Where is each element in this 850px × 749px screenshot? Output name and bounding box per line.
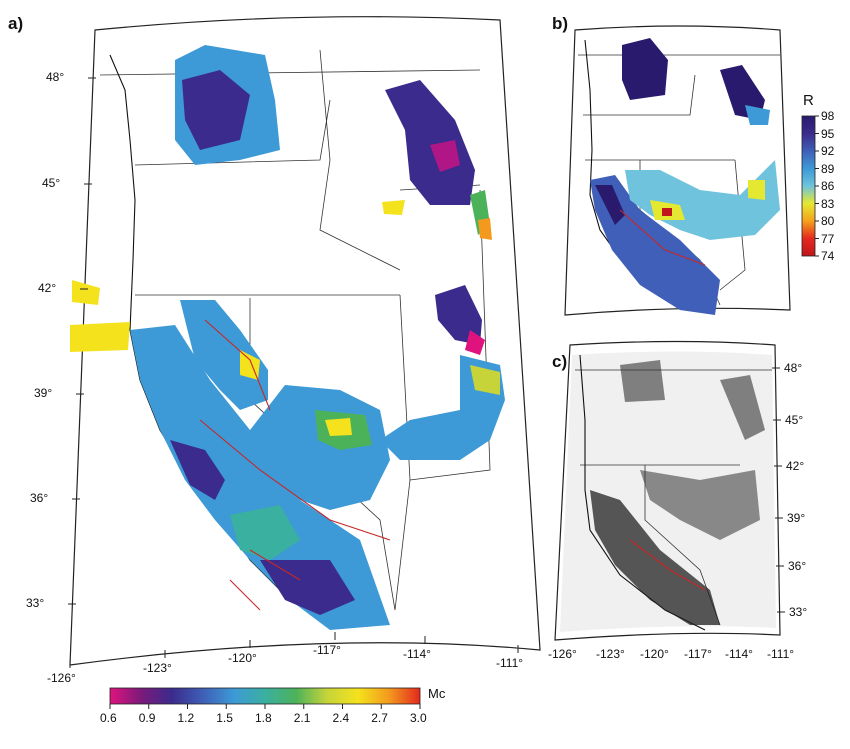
panel-c-label: c) xyxy=(552,352,568,371)
map-c-lon-117: -117° xyxy=(684,647,712,661)
mc-colorbar-ticks xyxy=(109,704,421,709)
map-a-lat-42: 42° xyxy=(38,281,57,295)
map-c-coastline xyxy=(579,354,706,631)
b-region-wa xyxy=(622,38,668,100)
mc-tick-label: 1.5 xyxy=(216,711,233,725)
r-tick-label: 98 xyxy=(821,109,835,123)
r-colorbar xyxy=(801,115,816,257)
map-a-lat-45: 45° xyxy=(42,176,61,190)
r-tick-label: 74 xyxy=(821,249,835,263)
map-a-lat-33: 33° xyxy=(26,596,45,610)
map-c-lat-39: 39° xyxy=(787,511,806,525)
map-a xyxy=(68,16,541,668)
mc-tick-label: 1.8 xyxy=(255,711,272,725)
region-montana-magenta xyxy=(430,140,460,172)
mc-tick-label: 2.4 xyxy=(332,711,350,725)
b-region-mt-blue xyxy=(745,105,770,125)
panel-a-label: a) xyxy=(8,14,24,33)
r-tick-label: 86 xyxy=(821,179,835,193)
r-tick-label: 89 xyxy=(821,161,835,176)
c-seismicity-nv xyxy=(640,470,760,540)
map-a-lat-39: 39° xyxy=(34,386,53,400)
region-socal-purple xyxy=(260,560,355,615)
r-colorbar-title: R xyxy=(803,92,814,109)
map-c-lat-48: 48° xyxy=(784,361,803,375)
region-nevada-west xyxy=(180,300,268,410)
san-andreas-fault xyxy=(199,419,391,541)
c-seismicity-wa xyxy=(620,360,665,402)
map-a-lon-117: -117° xyxy=(313,643,341,657)
map-a-lat-48: 48° xyxy=(46,70,65,84)
map-c-lat-42: 42° xyxy=(786,459,805,473)
map-a-border-idaho xyxy=(319,49,401,271)
map-c-lat-33: 33° xyxy=(789,605,808,619)
mc-colorbar-bar xyxy=(109,687,421,705)
map-c-lat-36: 36° xyxy=(788,559,807,573)
region-california xyxy=(130,325,390,630)
mc-tick-label: 1.2 xyxy=(177,711,195,725)
mc-tick-label: 0.6 xyxy=(100,711,117,725)
mc-colorbar xyxy=(109,687,421,709)
mc-colorbar-title: Mc xyxy=(428,686,446,701)
map-c-lon-114: -114° xyxy=(725,647,753,661)
region-mt-orange xyxy=(478,218,492,240)
map-c-lat-45: 45° xyxy=(785,413,804,427)
mc-tick-label: 2.7 xyxy=(371,711,388,725)
map-a-lon-123: -123° xyxy=(143,661,172,675)
b-san-andreas-fault xyxy=(619,209,706,266)
region-idaho-yellow xyxy=(382,200,405,215)
c-san-andreas-fault xyxy=(629,539,706,591)
region-montana xyxy=(385,80,475,205)
region-washington-core xyxy=(182,70,250,150)
map-a-ticks xyxy=(68,77,519,668)
r-tick-label: 80 xyxy=(821,214,835,228)
map-a-lon-111: -111° xyxy=(496,656,524,670)
r-tick-label: 77 xyxy=(821,231,835,246)
socal-fault-a xyxy=(249,549,301,581)
c-seismicity-ca xyxy=(590,490,720,625)
map-c-lon-123: -123° xyxy=(596,647,625,661)
map-b-border-or xyxy=(583,74,696,116)
panel-b-label: b) xyxy=(552,14,569,33)
r-tick-label: 95 xyxy=(821,126,835,141)
region-ca-green xyxy=(230,505,300,560)
region-oregon-coast xyxy=(70,322,130,352)
walker-lane-fault xyxy=(204,319,271,411)
b-region-nv-red xyxy=(662,208,672,216)
map-a-border-ut xyxy=(409,189,491,481)
region-ca-purple xyxy=(170,440,225,500)
map-c-lon-111: -111° xyxy=(767,647,795,661)
mc-tick-label: 2.1 xyxy=(293,711,311,725)
map-c-lon-120: -120° xyxy=(640,647,669,661)
map-a-lat-36: 36° xyxy=(30,491,49,505)
map-a-canada-border xyxy=(99,69,481,76)
mc-tick-label: 3.0 xyxy=(410,711,427,725)
region-central-yellow xyxy=(325,418,352,436)
region-utah-magenta xyxy=(465,330,485,355)
region-utah-yellow xyxy=(470,365,500,395)
map-c xyxy=(554,340,785,641)
b-region-ut-yellow xyxy=(748,180,765,200)
map-c-ticks xyxy=(772,367,785,613)
map-a-lon-120: -120° xyxy=(228,651,257,665)
r-tick-label: 92 xyxy=(821,144,835,158)
r-tick-label: 83 xyxy=(821,196,835,211)
c-seismicity-mt xyxy=(720,375,765,440)
map-a-lon-126: -126° xyxy=(47,671,76,685)
region-utah-north xyxy=(435,285,482,345)
map-a-lon-114: -114° xyxy=(403,647,431,661)
map-b xyxy=(564,25,819,316)
socal-fault-b xyxy=(229,579,261,611)
r-colorbar-ticks xyxy=(815,115,819,257)
mc-tick-label: 0.9 xyxy=(138,711,156,725)
b-region-mt xyxy=(720,65,765,120)
region-cape-yellow xyxy=(72,280,100,305)
map-c-lon-126: -126° xyxy=(548,647,577,661)
b-region-ca-purple xyxy=(595,185,625,225)
